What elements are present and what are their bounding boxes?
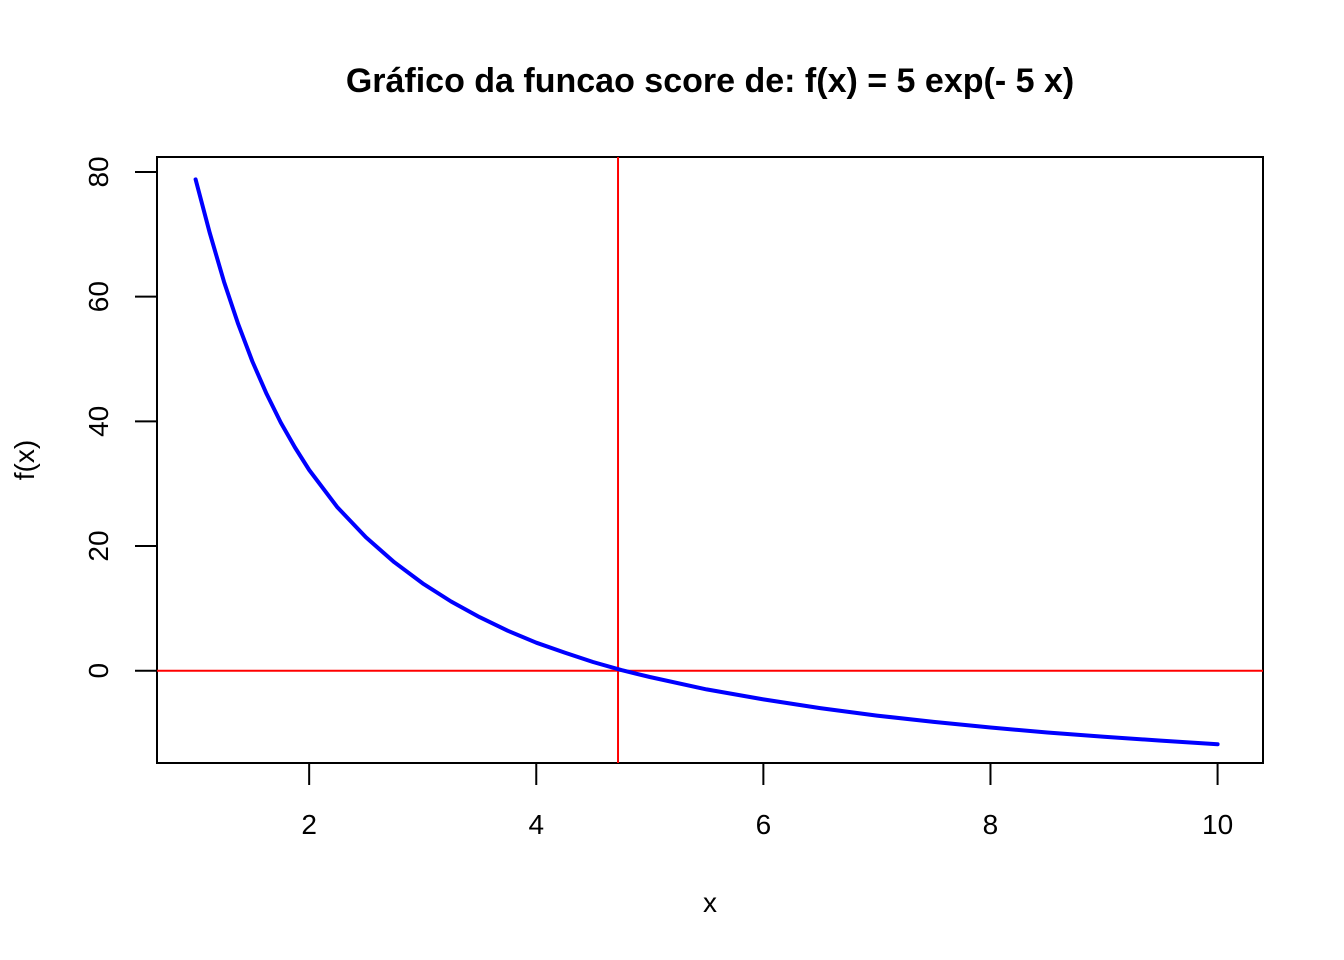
- chart-title: Gráfico da funcao score de: f(x) = 5 exp…: [346, 62, 1074, 100]
- series-line-0: [193, 177, 1220, 747]
- y-tick-label: 80: [83, 156, 114, 187]
- series-layer: [193, 177, 1220, 747]
- reference-lines: [157, 157, 1263, 763]
- x-tick-label: 10: [1202, 809, 1233, 840]
- x-tick-label: 8: [983, 809, 999, 840]
- x-tick-label: 4: [528, 809, 544, 840]
- y-tick-label: 40: [83, 406, 114, 437]
- y-axis: 0 20 40 60 80: [83, 156, 158, 679]
- y-tick-label: 0: [83, 663, 114, 679]
- y-tick-label: 20: [83, 530, 114, 561]
- y-axis-label: f(x): [9, 440, 40, 480]
- x-tick-label: 6: [756, 809, 772, 840]
- x-tick-label: 2: [301, 809, 317, 840]
- plot-frame: [156, 156, 1264, 764]
- x-axis: 2 4 6 8 10: [301, 762, 1233, 840]
- y-tick-label: 60: [83, 281, 114, 312]
- x-axis-label: x: [703, 887, 717, 918]
